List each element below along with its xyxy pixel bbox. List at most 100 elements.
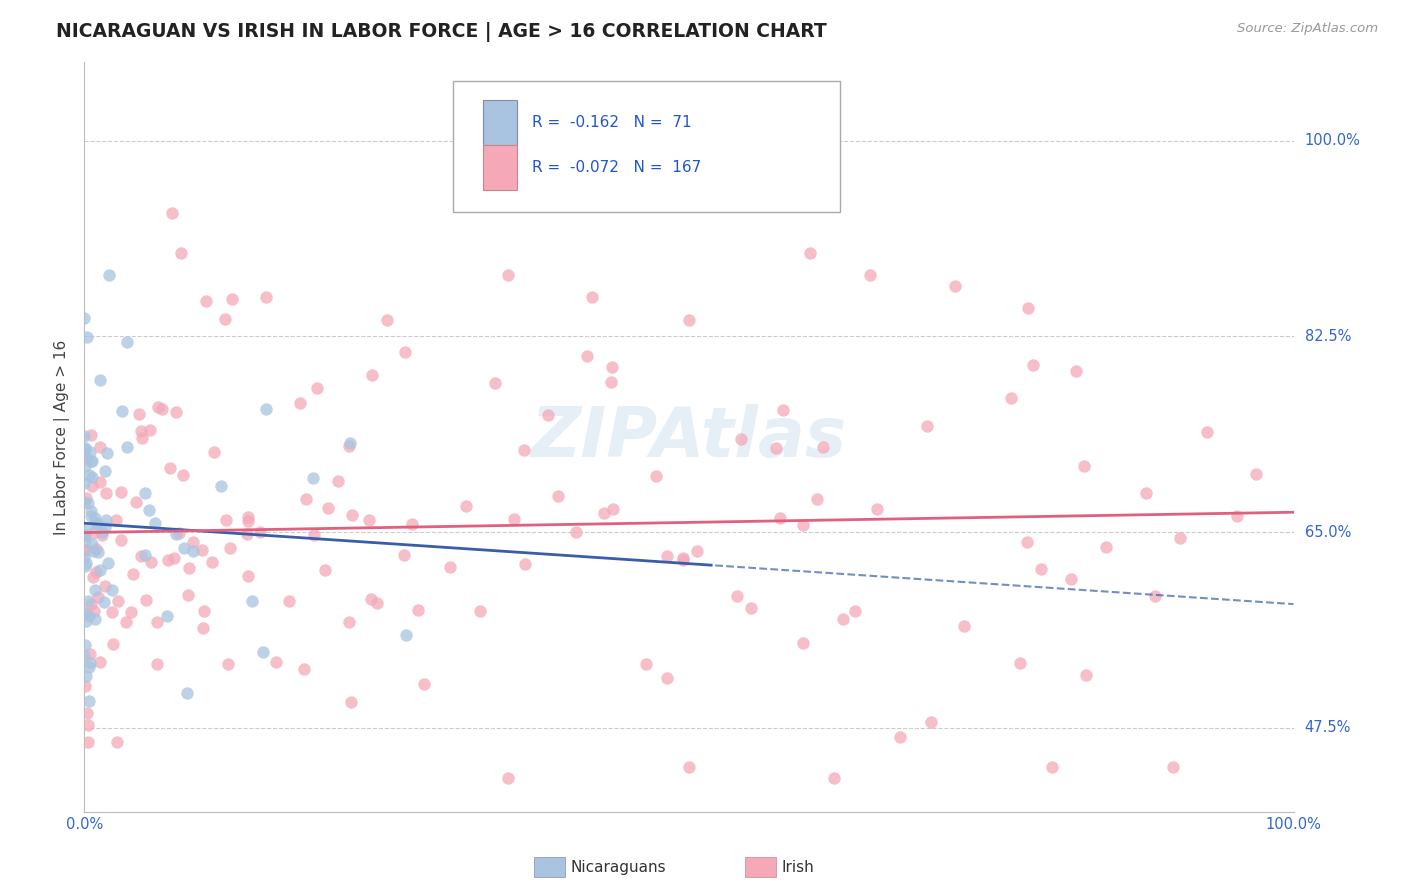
Point [75,542,97,557]
Point [82,479,104,493]
Text: 100.0%: 100.0% [1305,133,1361,148]
Point [193,604,215,618]
Point [117,440,139,454]
Point [218,541,240,555]
Point [79,693,101,707]
Point [602,502,624,516]
Point [128,408,150,422]
Point [94,579,117,593]
Point [1017,534,1039,549]
Point [361,368,384,383]
Point [576,349,599,363]
Point [217,657,239,672]
Point [1010,656,1032,670]
Point [146,615,169,629]
Point [75,491,97,506]
Text: 47.5%: 47.5% [1305,721,1351,735]
Point [75,606,97,620]
Point [176,589,198,603]
Point [135,592,157,607]
Point [1161,760,1184,774]
Point [173,541,195,556]
Point [181,535,204,549]
Point [889,730,911,744]
Text: R =  -0.072   N =  167: R = -0.072 N = 167 [531,160,702,175]
Point [73,543,96,558]
Point [672,551,695,566]
Point [266,656,288,670]
Point [90,528,112,542]
Point [172,468,194,483]
Point [86,565,108,579]
Point [502,512,524,526]
Point [143,516,166,530]
Point [131,431,153,445]
Point [685,544,707,558]
Point [129,424,152,438]
Point [1017,301,1039,316]
Text: Source: ZipAtlas.com: Source: ZipAtlas.com [1237,22,1378,36]
Point [83,510,105,524]
Point [672,553,695,567]
Point [340,695,363,709]
FancyBboxPatch shape [453,81,841,212]
Point [600,375,623,389]
Y-axis label: In Labor Force | Age > 16: In Labor Force | Age > 16 [55,340,70,534]
Point [75,556,97,570]
Point [73,558,96,573]
Point [79,445,101,459]
Point [176,686,198,700]
Point [89,440,111,454]
Point [169,526,191,541]
Point [75,458,97,473]
Point [406,602,429,616]
Point [77,468,100,483]
Point [84,582,107,597]
Point [792,636,814,650]
Point [209,479,232,493]
Point [96,486,118,500]
Point [165,527,187,541]
Text: R =  -0.162   N =  71: R = -0.162 N = 71 [531,115,692,130]
Point [395,628,418,642]
Point [73,442,96,456]
Point [202,444,225,458]
Point [866,502,889,516]
Point [1031,562,1053,576]
Point [1064,363,1087,377]
Point [366,596,388,610]
Point [496,268,519,282]
Point [235,526,257,541]
Point [413,677,436,691]
Point [146,657,169,671]
Point [134,485,156,500]
Point [105,513,128,527]
Point [645,468,668,483]
Point [1073,458,1095,473]
Point [80,509,103,524]
Point [84,541,107,556]
Point [294,491,316,506]
Point [792,518,814,533]
Point [75,523,97,537]
Point [360,591,382,606]
Point [73,527,96,541]
Point [73,527,96,541]
Point [146,401,169,415]
Point [86,545,108,559]
Point [1040,760,1063,774]
Point [82,544,104,558]
Point [90,525,112,540]
Point [83,604,105,618]
Point [79,648,101,662]
Point [401,516,423,531]
Text: NICARAGUAN VS IRISH IN LABOR FORCE | AGE > 16 CORRELATION CHART: NICARAGUAN VS IRISH IN LABOR FORCE | AGE… [56,22,827,42]
Point [1226,509,1249,524]
Point [236,569,259,583]
Point [115,334,138,349]
Point [134,548,156,562]
Point [76,735,98,749]
Point [80,504,103,518]
Point [97,556,120,570]
Point [290,396,312,410]
